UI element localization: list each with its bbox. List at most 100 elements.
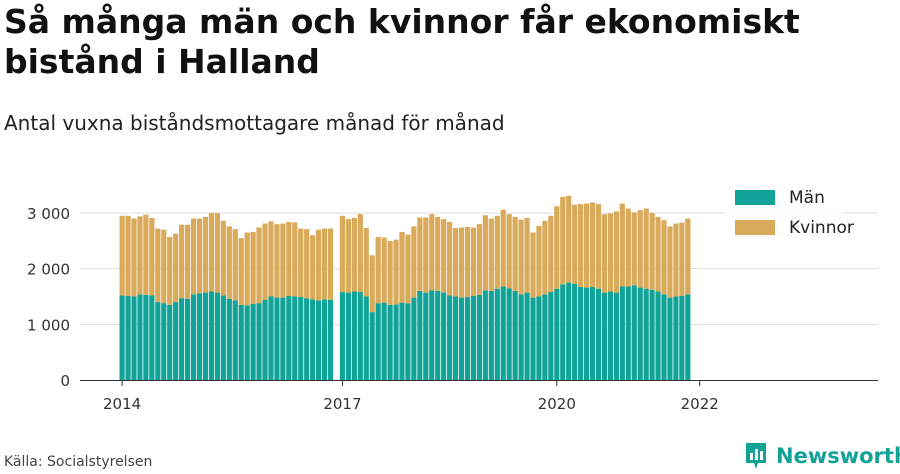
newsworthy-logo[interactable]: Newsworthy (744, 441, 900, 471)
bar-men (411, 297, 417, 380)
bar-women (304, 229, 310, 299)
x-tick-label: 2020 (538, 395, 576, 413)
bar-men (125, 295, 131, 380)
y-axis-ticks: 0 1 000 2 000 3 000 (27, 205, 70, 390)
bar-women (256, 227, 262, 304)
bar-men (345, 292, 351, 380)
bar-women (405, 234, 411, 304)
bar-men (161, 303, 167, 380)
bar-men (137, 294, 143, 380)
bar-women (667, 226, 673, 298)
bar-women (512, 216, 518, 291)
bar-men (589, 287, 596, 380)
bar-men (447, 295, 453, 380)
bar-men (464, 297, 471, 380)
y-tick-label: 3 000 (27, 205, 70, 223)
legend-swatch-men (735, 190, 775, 205)
bar-men (304, 298, 310, 380)
bar-women (470, 227, 477, 296)
bar-men (441, 292, 447, 380)
brand-name: Newsworthy (776, 444, 900, 468)
bar-women (542, 220, 548, 295)
bar-men (208, 291, 215, 380)
bar-men (512, 290, 518, 380)
y-tick-label: 1 000 (27, 316, 70, 334)
bar-women (578, 204, 584, 288)
legend-label-men: Män (789, 188, 825, 208)
bar-men (488, 290, 494, 380)
bar-women (274, 224, 280, 298)
bar-women (244, 232, 250, 306)
bar-women (482, 215, 488, 291)
bar-women (536, 225, 542, 297)
bar-women (566, 195, 572, 283)
bar-women (601, 214, 608, 293)
bar-men (560, 284, 566, 380)
bar-women (375, 236, 381, 304)
bar-women (202, 216, 209, 293)
chart-title: Så många män och kvinnor får ekonomiskt … (4, 2, 800, 81)
bar-women (321, 228, 328, 300)
bar-women (292, 222, 298, 297)
bar-men (363, 296, 369, 380)
bar-men (190, 294, 197, 380)
x-tick-label: 2022 (681, 395, 719, 413)
bar-men (321, 299, 328, 380)
bar-women (173, 233, 179, 303)
bar-women (506, 214, 512, 289)
bar-women (369, 255, 375, 313)
bar-women (310, 235, 316, 300)
bar-men (458, 297, 465, 380)
bar-men (679, 295, 685, 380)
bar-women (161, 229, 167, 304)
legend-label-women: Kvinnor (789, 218, 854, 238)
bar-men (661, 294, 667, 380)
legend: Män Kvinnor (724, 184, 854, 248)
bar-women (500, 209, 506, 287)
bar-men (429, 290, 435, 380)
bar-men (214, 292, 220, 380)
bar-women (643, 208, 649, 289)
bar-men (196, 293, 203, 380)
bar-men (143, 294, 149, 380)
bar-women (619, 203, 625, 287)
bar-women (351, 218, 357, 292)
bar-women (411, 226, 417, 298)
bar-women (637, 210, 643, 288)
bar-men (643, 288, 649, 380)
bar-men (393, 304, 399, 380)
bar-men (155, 302, 161, 380)
bar-men (476, 294, 482, 380)
bar-men (226, 298, 232, 380)
bar-women (423, 217, 429, 293)
bar-men (268, 296, 274, 380)
bar-women (429, 214, 435, 291)
bar-women (381, 237, 387, 303)
bar-women (441, 219, 447, 293)
bar-women (583, 203, 590, 288)
bar-men (310, 299, 316, 380)
bar-women (476, 224, 482, 295)
bar-men (238, 304, 244, 380)
bar-men (482, 290, 488, 380)
x-axis: 2014 2017 2020 2022 (80, 380, 878, 413)
bar-men (542, 294, 548, 380)
bar-men (244, 305, 250, 380)
x-tick-label: 2017 (323, 395, 361, 413)
bars (119, 195, 691, 380)
bar-women (655, 216, 661, 292)
bar-men (518, 294, 524, 380)
bar-men (131, 296, 137, 380)
bar-women (494, 215, 500, 289)
bar-men (470, 295, 477, 380)
bar-women (560, 196, 566, 285)
bar-women (452, 228, 459, 297)
bar-men (369, 312, 375, 380)
bar-men (167, 304, 173, 380)
bar-men (405, 303, 411, 380)
bar-men (280, 297, 286, 380)
bar-women (530, 232, 536, 298)
bar-women (345, 219, 351, 293)
bar-women (125, 215, 131, 296)
bar-women (137, 216, 143, 295)
